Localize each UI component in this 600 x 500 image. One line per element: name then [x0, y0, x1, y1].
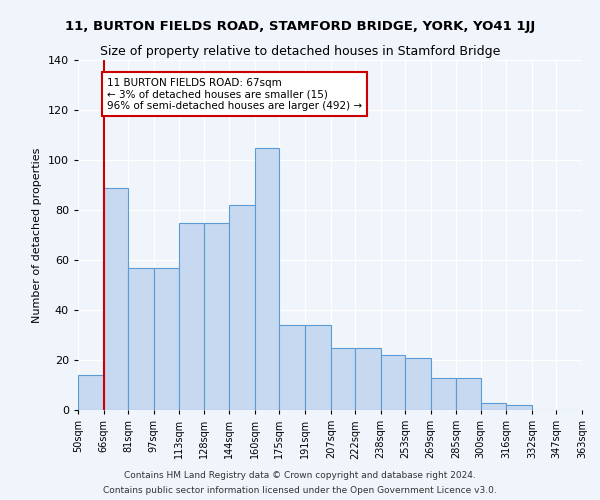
Bar	[381, 355, 405, 410]
Bar	[331, 348, 355, 410]
Y-axis label: Number of detached properties: Number of detached properties	[32, 148, 42, 322]
Bar	[355, 348, 381, 410]
Bar	[203, 222, 229, 410]
Text: 11 BURTON FIELDS ROAD: 67sqm
← 3% of detached houses are smaller (15)
96% of sem: 11 BURTON FIELDS ROAD: 67sqm ← 3% of det…	[107, 78, 362, 110]
Bar	[305, 325, 331, 410]
Bar	[405, 358, 431, 410]
Bar	[154, 268, 179, 410]
Bar	[255, 148, 279, 410]
Bar	[506, 405, 532, 410]
Bar	[457, 378, 481, 410]
Bar	[279, 325, 305, 410]
Text: Contains public sector information licensed under the Open Government Licence v3: Contains public sector information licen…	[103, 486, 497, 495]
Bar	[481, 402, 506, 410]
Text: Contains HM Land Registry data © Crown copyright and database right 2024.: Contains HM Land Registry data © Crown c…	[124, 471, 476, 480]
Bar	[179, 222, 203, 410]
Bar	[229, 205, 255, 410]
Text: Size of property relative to detached houses in Stamford Bridge: Size of property relative to detached ho…	[100, 45, 500, 58]
Bar	[104, 188, 128, 410]
Bar	[128, 268, 154, 410]
Bar	[78, 375, 104, 410]
Text: 11, BURTON FIELDS ROAD, STAMFORD BRIDGE, YORK, YO41 1JJ: 11, BURTON FIELDS ROAD, STAMFORD BRIDGE,…	[65, 20, 535, 33]
Bar	[431, 378, 457, 410]
